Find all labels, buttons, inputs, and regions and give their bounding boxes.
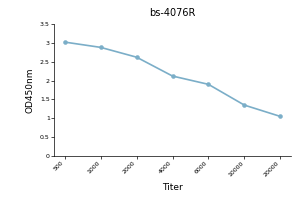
X-axis label: Titer: Titer	[162, 183, 183, 192]
Title: bs-4076R: bs-4076R	[149, 8, 196, 18]
Y-axis label: OD450nm: OD450nm	[26, 67, 34, 113]
